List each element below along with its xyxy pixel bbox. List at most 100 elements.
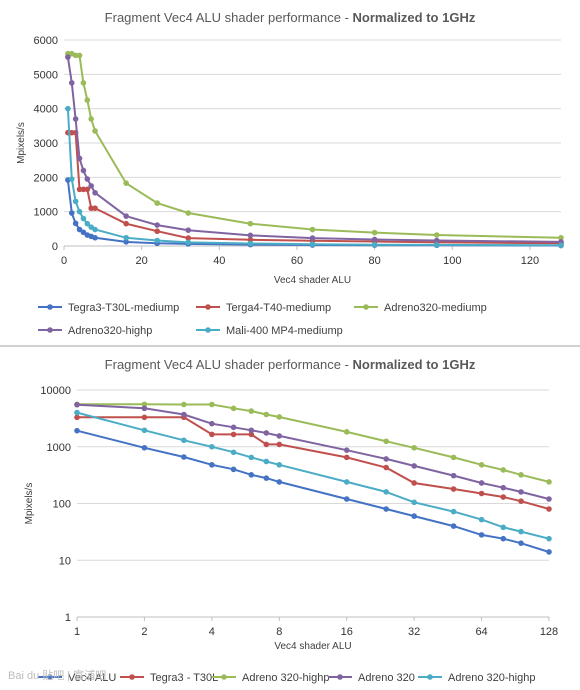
data-point [248,431,255,438]
x-tick-label: 120 [521,255,539,267]
data-point [80,215,87,222]
data-point [518,540,524,546]
series-line [76,411,550,540]
data-point [343,454,350,461]
data-point [500,494,507,500]
data-point [371,236,378,243]
x-tick-label: 32 [408,626,420,638]
data-point [478,462,485,468]
data-point [478,490,485,497]
data-point [72,52,79,59]
data-point [76,208,83,215]
data-point [123,234,129,241]
data-point [263,458,270,465]
data-point [84,176,91,182]
data-point [343,447,350,453]
data-point [76,186,83,193]
legend-item: Adreno320-mediump [354,302,487,314]
data-point [185,227,192,234]
series-line [76,429,550,553]
data-point [478,532,485,538]
legend-marker [337,674,343,680]
data-point [123,213,129,219]
data-point [230,466,237,473]
data-point [209,462,215,468]
data-point [230,431,237,438]
x-tick-label: 0 [61,255,67,267]
data-point [92,226,98,233]
series-line [67,52,562,239]
legend-item: Vec4 ALU [38,672,116,684]
legend-label: Adreno320-mediump [384,302,487,314]
data-point [68,176,75,182]
data-point [478,480,485,486]
data-point [546,549,552,555]
data-point [65,54,71,60]
data-point [411,499,417,506]
data-point [209,401,215,408]
data-point [371,241,378,248]
legend-marker [129,674,135,680]
data-point [248,408,255,414]
data-point [411,444,417,451]
data-point [84,186,91,193]
y-tick-label: 1 [65,612,71,624]
data-point [500,535,507,542]
data-point [92,234,98,241]
data-point [276,433,283,439]
series-adreno320-mediump [65,50,564,241]
series-vec4-alu [74,427,552,555]
data-point [518,528,524,535]
data-point [500,524,507,531]
data-point [74,427,80,434]
chart-title: Fragment Vec4 ALU shader performance - N… [105,10,476,25]
y-tick-label: 5000 [34,69,58,81]
data-point [65,105,71,112]
legend-label: Adreno 320-highp [242,672,329,684]
y-tick-label: 100 [53,499,71,511]
data-point [88,116,94,122]
data-point [76,226,83,233]
data-point [433,232,440,238]
y-tick-label: 1000 [34,207,58,219]
data-point [263,411,270,418]
data-point [230,449,237,456]
data-point [84,97,91,103]
data-point [248,427,255,434]
series-line [76,403,550,500]
data-point [141,427,148,434]
data-point [500,484,507,491]
y-tick-label: 4000 [34,104,58,116]
legend-item: Adreno 320-highp [418,672,535,684]
data-point [263,475,270,481]
series-line [67,131,562,245]
chart-title: Fragment Vec4 ALU shader performance - N… [105,357,476,372]
series-line [66,57,562,243]
data-point [263,441,270,448]
y-tick-label: 6000 [34,35,58,47]
data-point [450,486,457,492]
legend-marker [47,327,53,333]
data-point [263,430,270,436]
legend-label: Terga4-T40-mediump [226,302,331,314]
legend-label: Adreno 320 [358,672,415,684]
x-tick-label: 100 [443,255,461,267]
data-point [247,220,254,227]
data-point [546,479,552,485]
y-tick-label: 3000 [34,138,58,150]
data-point [450,454,457,461]
data-point [247,232,254,239]
data-point [309,235,316,241]
data-point [72,198,79,205]
data-point [247,240,254,247]
y-tick-label: 2000 [34,172,58,184]
data-point [343,496,350,502]
data-point [141,444,148,451]
series-line [66,108,562,247]
data-point [92,205,98,212]
data-point [383,464,389,471]
data-point [68,129,75,136]
x-tick-label: 20 [136,255,148,267]
data-point [181,437,187,444]
data-point [154,228,160,235]
